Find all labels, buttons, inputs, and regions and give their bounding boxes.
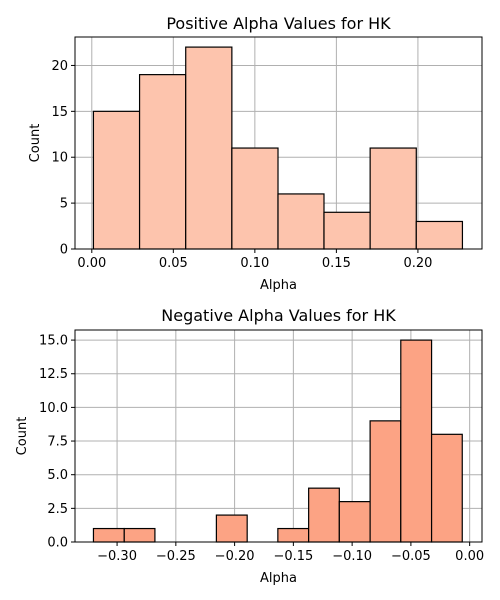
y-axis-label: Count [28,124,43,163]
histogram-bar [277,193,325,250]
x-tick-label: −0.10 [332,549,372,564]
histogram-bar [415,220,464,250]
y-axis-label: Count [15,417,30,456]
y-tick-label: 0.0 [47,536,68,551]
ticks: 0.00 0.05 0.10 0.15 0.20 0 5 10 15 20 [51,59,432,271]
histogram-bar [231,147,279,250]
histogram-bar [92,110,141,250]
x-tick-label: −0.15 [273,549,313,564]
x-tick-label: 0.10 [240,256,269,271]
axes-frame [74,36,483,250]
histogram-bar [277,527,310,543]
x-tick-label: −0.25 [156,549,196,564]
histogram-bar [138,74,187,250]
x-tick-label: 0.05 [159,256,188,271]
x-tick-label: 0.00 [455,549,484,564]
histogram-bar [369,147,417,250]
y-tick-label: 5 [60,197,68,212]
x-tick-label: −0.20 [215,549,255,564]
x-tick-label: 0.15 [322,256,351,271]
y-tick-label: 10.0 [39,401,68,416]
histogram-bar [308,487,340,543]
chart-title: Negative Alpha Values for HK [161,306,396,325]
chart-positive-alpha: Positive Alpha Values for HK 0.00 0.05 0.1… [28,14,483,293]
y-tick-label: 7.5 [47,435,68,450]
x-tick-label: 0.20 [403,256,432,271]
chart-negative-alpha: Negative Alpha Values for HK −0.30 −0.25−… [15,306,484,586]
x-tick-label: −0.05 [391,549,431,564]
ticks: −0.30 −0.25 −0.20 −0.15 −0.10 −0.05 0.00 0.0 2.5… [39,334,484,564]
histogram-bar [215,514,248,543]
y-tick-label: 20 [51,59,68,74]
y-tick-label: 15.0 [39,334,68,349]
x-axis-label: Alpha [260,278,297,293]
histogram-bar [430,433,463,543]
x-tick-label: 0.00 [77,256,106,271]
y-tick-label: 5.0 [47,468,68,483]
histogram-bar [123,527,156,543]
histogram-bar [338,501,371,543]
y-tick-label: 2.5 [47,502,68,517]
y-tick-label: 0 [60,243,68,258]
bars [92,339,463,543]
y-tick-label: 12.5 [39,367,68,382]
histogram-bar [400,339,433,543]
histogram-bar [92,527,125,543]
x-tick-label: −0.30 [97,549,137,564]
histogram-bar [369,420,402,543]
x-axis-label: Alpha [260,571,297,586]
y-tick-label: 15 [51,105,68,120]
bars [92,46,464,250]
y-tick-label: 10 [51,151,68,166]
histogram-bar [185,46,233,250]
axes-frame [74,329,483,543]
histogram-bar [323,211,371,250]
chart-title: Positive Alpha Values for HK [166,14,391,33]
